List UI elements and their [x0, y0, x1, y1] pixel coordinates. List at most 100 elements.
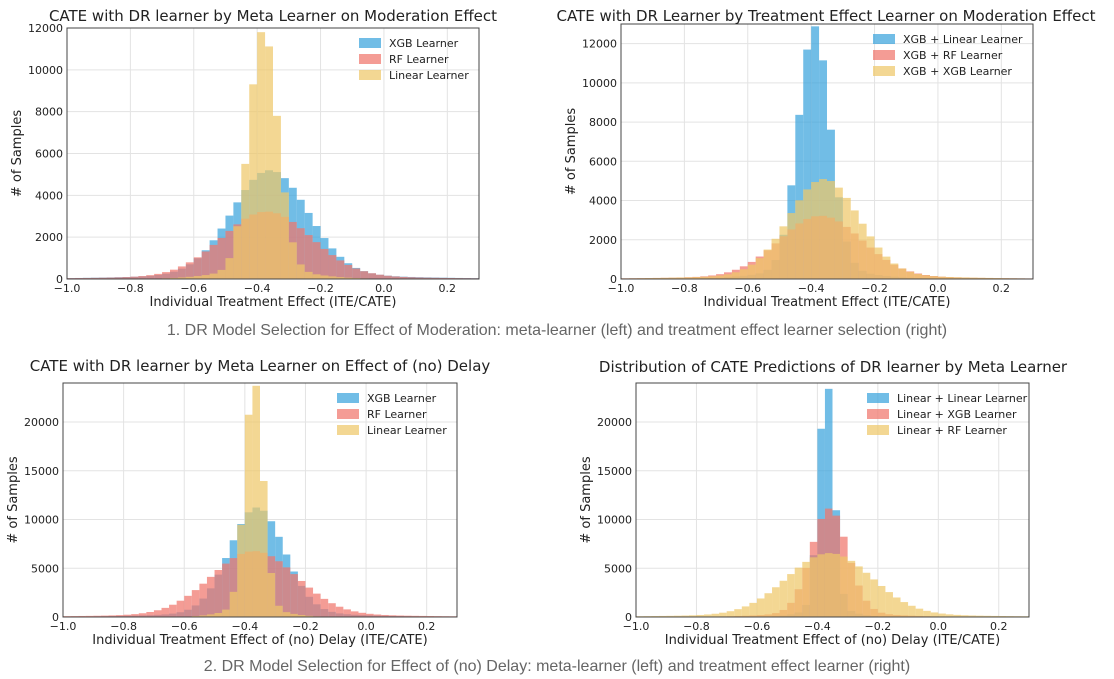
histogram-bar: [764, 593, 773, 617]
histogram-bar: [824, 553, 833, 617]
histogram-bar: [328, 276, 337, 279]
histogram-bar: [658, 615, 667, 617]
histogram-bar: [290, 574, 298, 617]
histogram-bar: [817, 554, 825, 617]
plot-frame: [66, 27, 480, 280]
histogram-bar: [273, 115, 281, 279]
figure-caption-1: 1. DR Model Selection for Effect of Mode…: [166, 322, 948, 339]
chart-4: −1.0 −0.8 −0.6 −0.4 −0.2 0.0 0.2 0 5000 10000 1500…: [579, 358, 1068, 648]
histogram-bar: [756, 598, 765, 617]
legend-swatch: [873, 50, 895, 60]
histogram-bar: [249, 84, 258, 280]
x-axis-label: Individual Treatment Effect (ITE/CATE): [150, 295, 397, 310]
chart-title: CATE with DR learner by Meta Learner on …: [49, 7, 497, 25]
histogram-bar: [708, 276, 717, 279]
histogram-bar: [668, 277, 677, 279]
histogram-bar: [953, 614, 961, 617]
histogram-bar: [282, 567, 291, 617]
y-tick-label: 10000: [28, 64, 63, 77]
histogram-bar: [704, 614, 712, 617]
y-axis-label: # of Samples: [579, 456, 594, 543]
histogram-bar: [98, 277, 107, 279]
legend: Linear + Linear Learner Linear + XGB Lear…: [867, 392, 1028, 437]
histogram-bar: [802, 561, 810, 617]
histogram-bar: [214, 570, 223, 617]
series-linear-learner: [162, 32, 369, 280]
histogram-bar: [930, 276, 938, 279]
histogram-bar: [827, 181, 835, 279]
y-axis-label: # of Samples: [6, 456, 21, 543]
histogram-bar: [953, 277, 962, 279]
legend-label: Linear + XGB Learner: [897, 408, 1017, 421]
histogram-bar: [747, 264, 756, 279]
histogram-bar: [229, 591, 238, 617]
histogram-bar: [866, 236, 875, 279]
histogram-bar: [923, 610, 931, 617]
histogram-bar: [131, 614, 139, 617]
histogram-bar: [415, 277, 424, 279]
histogram-bar: [795, 200, 804, 279]
histogram-bar: [185, 276, 194, 279]
histogram-bar: [692, 277, 701, 279]
histogram-bar: [847, 560, 856, 617]
histogram-bar: [191, 590, 200, 617]
y-tick-label: 0: [56, 273, 63, 286]
histogram-bar: [366, 613, 374, 617]
histogram-bar: [716, 275, 724, 279]
histogram-bar: [206, 576, 215, 617]
histogram-bar: [193, 276, 202, 279]
legend-swatch: [867, 393, 889, 403]
histogram-bar: [724, 274, 732, 279]
histogram-bar: [201, 275, 210, 279]
histogram-bar: [328, 603, 336, 617]
histogram-bar: [344, 264, 353, 279]
histogram-bar: [419, 615, 427, 617]
histogram-bar: [260, 480, 268, 617]
histogram-bar: [336, 277, 345, 279]
x-tick-label: −0.2: [861, 282, 888, 295]
histogram-bar: [850, 210, 859, 279]
histogram-bar: [391, 276, 400, 279]
histogram-bar: [411, 615, 420, 617]
legend-swatch: [873, 66, 895, 76]
x-tick-label: 0.0: [375, 282, 393, 295]
histogram-bar: [313, 593, 321, 617]
y-tick-label: 2000: [589, 234, 617, 247]
histogram-bar: [343, 609, 351, 617]
histogram-bar: [739, 269, 748, 279]
y-tick-label: 10000: [597, 514, 632, 527]
legend-label: RF Learner: [367, 408, 427, 421]
histogram-bar: [209, 244, 218, 279]
histogram-bar: [915, 608, 924, 617]
histogram-bar: [93, 615, 101, 617]
y-tick-label: 15000: [24, 465, 59, 478]
plot-frame: [635, 382, 1030, 618]
histogram-bar: [336, 260, 345, 279]
x-tick-label: −0.6: [744, 620, 771, 633]
y-axis-label: # of Samples: [564, 108, 579, 195]
histogram-bar: [885, 592, 893, 617]
legend-swatch: [359, 38, 381, 48]
x-tick-label: 0.2: [990, 620, 1008, 633]
histogram-bar: [803, 49, 812, 280]
x-tick-label: −0.4: [798, 282, 825, 295]
legend-label: Linear Learner: [367, 424, 447, 437]
histogram-bar: [78, 615, 86, 617]
histogram-bar: [146, 612, 154, 617]
histogram-bar: [977, 277, 986, 279]
legend-label: XGB Learner: [389, 37, 459, 50]
chart-title: CATE with DR learner by Meta Learner on …: [30, 357, 491, 375]
histogram-bar: [396, 615, 404, 617]
x-tick-label: −1.0: [608, 282, 635, 295]
histogram-bar: [795, 114, 804, 279]
histogram-bar: [373, 614, 382, 617]
legend: XGB Learner RF Learner Linear Learner: [359, 37, 469, 82]
histogram-bar: [280, 192, 289, 279]
histogram-bar: [772, 587, 780, 617]
histogram-bar: [177, 266, 186, 279]
series-xgb-xgb-learner: [621, 179, 1033, 279]
histogram-bar: [914, 273, 923, 279]
histogram-bar: [185, 262, 194, 279]
histogram-bar: [241, 163, 250, 279]
histogram-bar: [983, 615, 992, 617]
